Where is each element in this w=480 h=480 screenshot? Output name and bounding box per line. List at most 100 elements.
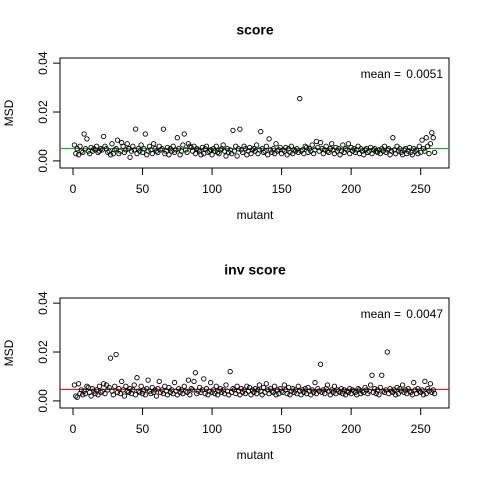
point <box>411 379 417 386</box>
point <box>409 152 415 158</box>
point <box>84 383 90 389</box>
point <box>192 150 199 157</box>
point <box>221 148 228 154</box>
point <box>338 386 345 392</box>
x-tick-label: 200 <box>341 422 361 436</box>
point <box>223 153 229 159</box>
point <box>123 383 129 389</box>
point <box>263 143 269 149</box>
point <box>323 143 329 149</box>
point <box>164 144 171 151</box>
point <box>103 382 110 388</box>
point <box>319 146 325 152</box>
point <box>427 381 434 387</box>
point <box>152 387 158 393</box>
point <box>119 378 125 385</box>
point <box>112 147 118 153</box>
point <box>422 148 428 154</box>
point <box>248 392 254 398</box>
point <box>309 142 315 148</box>
point <box>342 146 349 152</box>
point <box>191 378 197 385</box>
point <box>237 126 243 132</box>
point <box>373 148 379 154</box>
point <box>390 135 396 141</box>
point <box>188 386 194 392</box>
point <box>260 384 267 391</box>
point <box>255 387 261 393</box>
point <box>113 146 119 152</box>
point <box>198 152 204 158</box>
point <box>73 393 79 399</box>
point <box>297 95 303 102</box>
point <box>71 382 78 388</box>
point <box>322 390 328 397</box>
point <box>138 142 144 148</box>
point <box>272 383 278 389</box>
y-axis-label: MSD <box>2 99 16 126</box>
point <box>355 386 361 392</box>
point <box>145 377 151 383</box>
point <box>230 127 236 134</box>
point <box>96 383 103 389</box>
point <box>393 392 399 398</box>
point <box>124 141 130 147</box>
point <box>142 392 148 398</box>
point <box>199 144 205 151</box>
point <box>113 351 119 358</box>
point <box>384 349 390 355</box>
point <box>260 149 267 156</box>
point <box>388 388 395 394</box>
point <box>95 392 101 398</box>
point <box>223 382 229 388</box>
point <box>73 150 79 157</box>
point <box>120 143 126 149</box>
point <box>394 384 400 391</box>
point <box>189 387 196 393</box>
point <box>399 382 406 388</box>
point <box>426 150 432 157</box>
point <box>430 135 436 141</box>
point <box>249 147 256 153</box>
point <box>262 148 268 154</box>
point <box>148 390 154 397</box>
point <box>117 390 123 397</box>
point <box>132 126 139 132</box>
point <box>420 392 427 398</box>
point <box>377 384 384 391</box>
point <box>253 142 260 148</box>
point <box>137 148 143 154</box>
x-tick-label: 50 <box>136 422 150 436</box>
point <box>107 355 114 361</box>
y-axis-label: MSD <box>2 339 16 366</box>
point <box>183 388 189 394</box>
point <box>94 387 100 393</box>
point <box>80 149 86 156</box>
point <box>256 147 263 153</box>
point <box>284 152 290 158</box>
point <box>263 381 269 387</box>
point <box>429 130 435 136</box>
point <box>160 126 167 132</box>
point <box>256 382 263 388</box>
point <box>156 378 162 385</box>
point <box>386 390 392 397</box>
x-tick-label: 250 <box>411 182 431 196</box>
point <box>344 147 350 153</box>
plot-frame <box>59 57 450 169</box>
point <box>192 370 199 376</box>
point <box>273 141 279 147</box>
point <box>157 147 164 153</box>
point <box>431 390 438 397</box>
point <box>144 386 150 392</box>
point <box>112 383 118 389</box>
point <box>102 390 108 397</box>
point <box>288 143 295 149</box>
point <box>258 128 264 135</box>
point <box>132 392 139 398</box>
point <box>74 394 80 400</box>
mean-value: 0.0047 <box>406 307 443 321</box>
chart-title: inv score <box>224 262 286 278</box>
point <box>380 388 386 394</box>
mean-label: mean = <box>361 307 401 321</box>
